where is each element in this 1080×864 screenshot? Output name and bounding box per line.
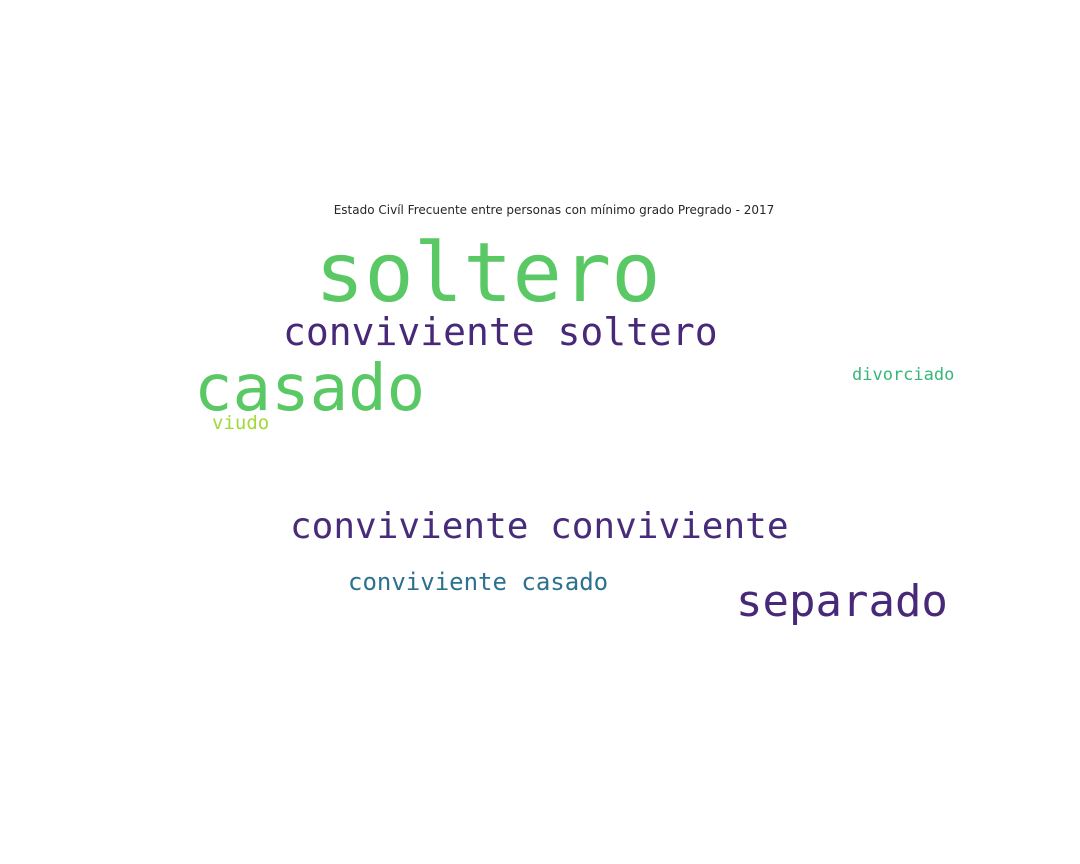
word-cloud: soltero conviviente soltero casado viudo… — [180, 225, 970, 645]
word-soltero: soltero — [315, 226, 661, 321]
word-conviviente-casado: conviviente casado — [348, 568, 609, 596]
word-conviviente-conviviente: conviviente conviviente — [290, 506, 789, 547]
word-viudo: viudo — [212, 412, 270, 434]
word-separado: separado — [736, 576, 948, 627]
word-divorciado: divorciado — [852, 365, 955, 385]
word-conviviente-soltero: conviviente soltero — [283, 310, 718, 354]
figure-title: Estado Civíl Frecuente entre personas co… — [333, 203, 775, 217]
word-casado: casado — [194, 352, 426, 426]
